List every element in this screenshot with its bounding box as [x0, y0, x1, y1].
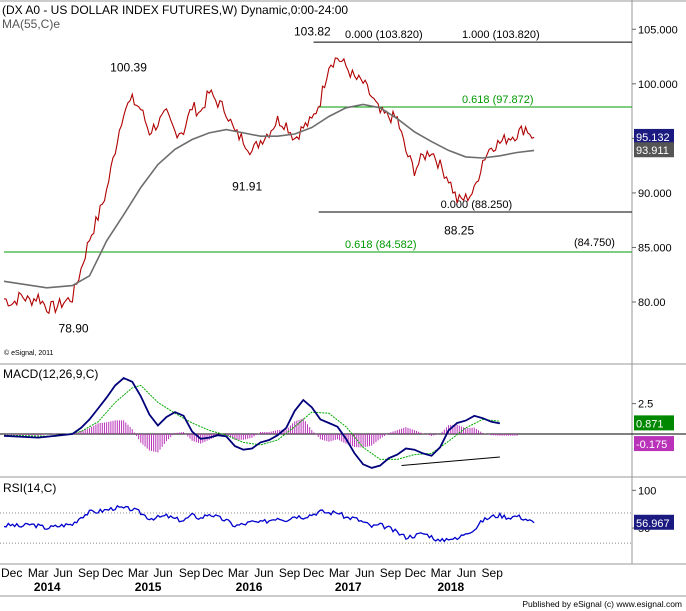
x-month-label: Jun	[355, 566, 374, 580]
copyright-note: © eSignal, 2011	[4, 349, 54, 357]
rsi-value-tag: 56.967	[636, 518, 670, 530]
swing-low-label: 88.25	[444, 223, 474, 237]
fib-level-label: 0.618 (97.872)	[462, 94, 534, 106]
fibonacci-levels: 1.000 (103.820) 0.000 (103.820) 0.618 (97.…	[4, 29, 632, 253]
x-month-label: Mar	[28, 566, 49, 580]
price-series-line	[3, 57, 535, 315]
price-tag-value: 95.132	[636, 132, 670, 144]
footer-publisher: Published by eSignal (c) www.esignal.com	[522, 599, 682, 609]
y-tick-label: 80.00	[638, 297, 666, 309]
y-tick-label: 85.000	[638, 242, 672, 254]
chart-frame	[0, 0, 686, 597]
rsi-series-group: 1005056.967	[0, 485, 674, 544]
fib-level-label: (84.750)	[574, 237, 615, 249]
x-month-label: Dec	[405, 566, 426, 580]
x-month-label: Mar	[228, 566, 249, 580]
fib-level-label: 0.618 (84.582)	[345, 239, 417, 251]
macd-tick-label: 2.5	[638, 399, 653, 411]
x-month-label: Dec	[1, 566, 22, 580]
x-month-label: Dec	[102, 566, 123, 580]
main-chart-title: (DX A0 - US DOLLAR INDEX FUTURES,W) Dyna…	[2, 3, 348, 17]
swing-high-label: 100.39	[110, 60, 147, 74]
x-month-label: Sep	[179, 566, 201, 580]
x-year-label: 2015	[135, 580, 162, 594]
macd-trend-line	[401, 456, 500, 467]
x-axis: Dec Mar Jun Sep Dec Mar Jun Sep Dec Mar Jun Sep Dec M…	[1, 566, 503, 594]
price-tag-box	[634, 142, 674, 158]
fib-level-label: 0.000 (88.250)	[441, 199, 513, 211]
x-month-label: Dec	[303, 566, 324, 580]
x-month-label: Jun	[53, 566, 72, 580]
x-month-label: Mar	[329, 566, 350, 580]
rsi-value-tag-box	[634, 514, 674, 530]
rsi-tick-label: 100	[638, 485, 656, 497]
macd-value-tag: 0.871	[636, 418, 664, 430]
main-series-group	[3, 57, 535, 315]
swing-low-label: 91.91	[232, 180, 262, 194]
fib-level-label: 1.000 (103.820)	[462, 29, 540, 41]
x-month-label: Sep	[78, 566, 100, 580]
rsi-title: RSI(14,C)	[3, 481, 56, 495]
x-month-label: Mar	[128, 566, 149, 580]
x-month-label: Jun	[457, 566, 476, 580]
ma-indicator-label: MA(55,C)e	[2, 17, 60, 31]
x-month-label: Jun	[254, 566, 273, 580]
x-month-label: Jun	[153, 566, 172, 580]
x-month-label: Mar	[431, 566, 452, 580]
macd-value-tag-box	[634, 415, 674, 431]
macd-panel: 2.5 0.871 -0.175 MACD(12,26,9,C)	[0, 367, 686, 469]
rsi-line	[3, 504, 535, 543]
swing-high-label: 103.82	[294, 24, 331, 38]
x-month-label: Sep	[380, 566, 402, 580]
macd-series-group: 2.5 0.871 -0.175	[0, 377, 686, 469]
macd-value-tag: -0.175	[636, 439, 667, 451]
y-tick-label: 100.000	[638, 79, 678, 91]
price-tag-box	[634, 128, 674, 144]
macd-value-tag-box	[634, 436, 674, 452]
x-year-label: 2016	[236, 580, 263, 594]
x-month-label: Dec	[202, 566, 223, 580]
fib-level-label: 0.000 (103.820)	[345, 29, 423, 41]
swing-low-label: 78.90	[59, 322, 89, 336]
x-month-label: Sep	[482, 566, 504, 580]
y-tick-label: 90.000	[638, 188, 672, 200]
ma-55-line	[3, 103, 535, 289]
x-year-label: 2018	[437, 580, 464, 594]
x-year-label: 2017	[335, 580, 362, 594]
price-tag-value: 93.911	[636, 145, 669, 157]
rsi-panel: 1005056.967 RSI(14,C)	[0, 481, 674, 544]
y-tick-label: 105.000	[638, 24, 678, 36]
x-year-label: 2014	[34, 580, 61, 594]
macd-title: MACD(12,26,9,C)	[3, 367, 98, 381]
macd-line	[3, 377, 501, 469]
x-month-label: Sep	[279, 566, 301, 580]
